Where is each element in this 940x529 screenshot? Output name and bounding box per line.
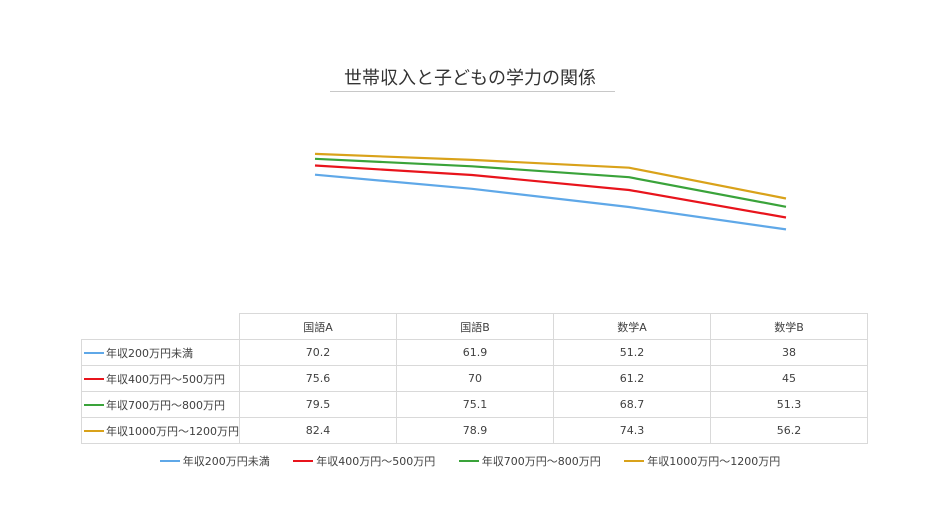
chart-title: 世帯収入と子どもの学力の関係: [344, 68, 596, 89]
table-cell: 51.2: [553, 339, 711, 366]
legend-line-icon: [159, 460, 180, 462]
column-header: 国語A: [239, 313, 397, 340]
row-header: 年収400万円～500万円: [81, 365, 240, 392]
legend-item: 年収700万円～800万円: [458, 453, 601, 469]
table-cell: 82.4: [239, 417, 397, 444]
table-cell: 78.9: [396, 417, 554, 444]
table-row: 年収700万円～800万円 79.5 75.1 68.7 51.3: [81, 391, 868, 418]
table-cell: 51.3: [710, 391, 868, 418]
series-name: 年収1000万円～1200万円: [106, 424, 239, 438]
table-cell: 38: [710, 339, 868, 366]
table-header-row: 国語A 国語B 数学A 数学B: [81, 313, 868, 340]
series-name: 年収200万円未満: [106, 346, 193, 360]
column-header: 国語B: [396, 313, 554, 340]
row-header: 年収200万円未満: [81, 339, 240, 366]
legend-label: 年収700万円～800万円: [481, 455, 601, 468]
table-cell: 61.9: [396, 339, 554, 366]
table-cell: 79.5: [239, 391, 397, 418]
table-cell: 70.2: [239, 339, 397, 366]
title-divider: [330, 91, 615, 92]
table-cell: 56.2: [710, 417, 868, 444]
series-line: [314, 157, 787, 208]
legend-line-icon: [624, 460, 645, 462]
table-corner: [81, 313, 240, 340]
series-key-line: [84, 377, 104, 380]
legend-item: 年収400万円～500万円: [293, 453, 435, 469]
chart-legend: 年収200万円未満 年収400万円～500万円 年収700万円～800万円 年収…: [0, 453, 940, 469]
series-line: [314, 164, 787, 219]
table-cell: 75.1: [396, 391, 554, 418]
series-name: 年収400万円～500万円: [106, 372, 225, 386]
legend-item: 年収1000万円～1200万円: [624, 453, 780, 469]
series-key-line: [84, 429, 104, 432]
legend-label: 年収200万円未満: [182, 455, 270, 468]
table-cell: 68.7: [553, 391, 711, 418]
series-key-line: [84, 351, 104, 354]
table-cell: 75.6: [239, 365, 397, 392]
legend-label: 年収400万円～500万円: [316, 455, 436, 468]
legend-line-icon: [293, 460, 314, 462]
table-row: 年収400万円～500万円 75.6 70 61.2 45: [81, 365, 868, 392]
table-cell: 61.2: [553, 365, 711, 392]
legend-line-icon: [458, 460, 479, 462]
table-cell: 70: [396, 365, 554, 392]
series-line: [314, 152, 787, 200]
legend-item: 年収200万円未満: [159, 453, 270, 469]
series-key-line: [84, 403, 104, 406]
column-header: 数学B: [710, 313, 868, 340]
row-header: 年収1000万円～1200万円: [81, 417, 240, 444]
legend-label: 年収1000万円～1200万円: [647, 455, 781, 468]
table-cell: 45: [710, 365, 868, 392]
table-row: 年収1000万円～1200万円 82.4 78.9 74.3 56.2: [81, 417, 868, 444]
series-name: 年収700万円～800万円: [106, 398, 225, 412]
table-row: 年収200万円未満 70.2 61.9 51.2 38: [81, 339, 868, 366]
data-table: 国語A 国語B 数学A 数学B 年収200万円未満 70.2 61.9 51.2…: [81, 313, 868, 444]
series-line: [314, 173, 787, 231]
column-header: 数学A: [553, 313, 711, 340]
table-cell: 74.3: [553, 417, 711, 444]
row-header: 年収700万円～800万円: [81, 391, 240, 418]
